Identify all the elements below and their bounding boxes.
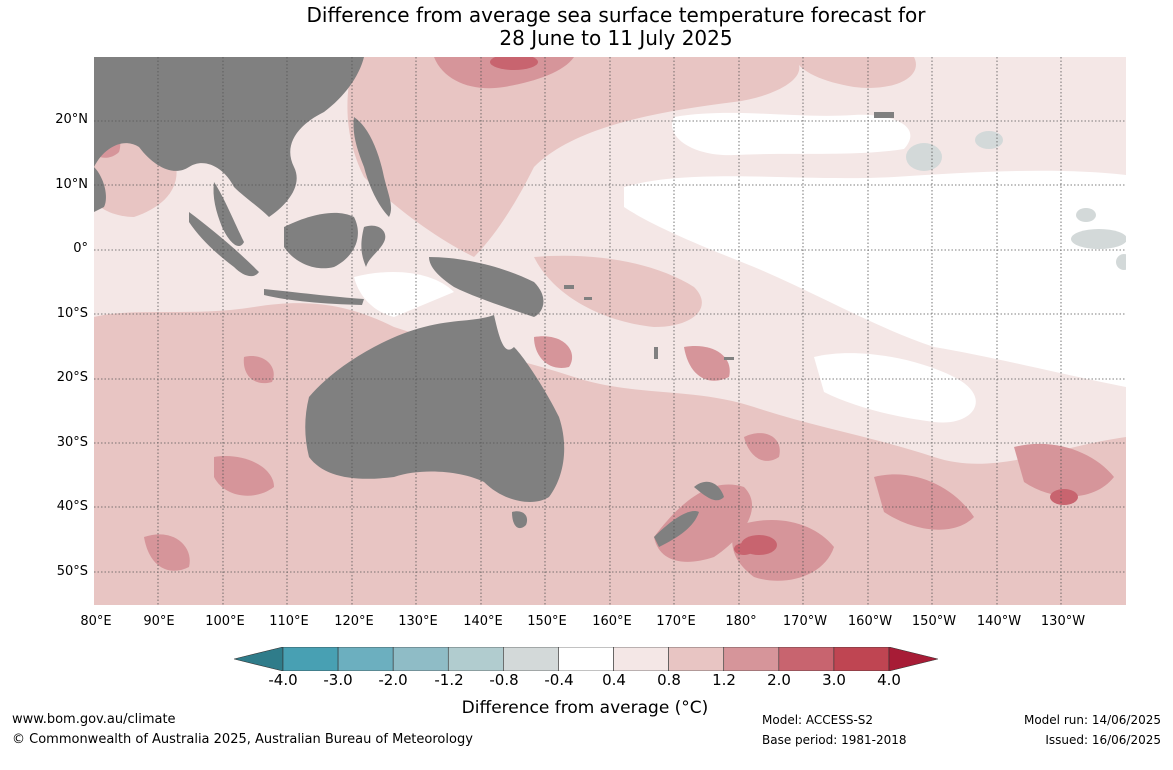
colorbar-tick: 4.0 xyxy=(877,671,901,689)
colorbar-cell xyxy=(558,647,614,671)
colorbar-tick: -3.0 xyxy=(323,671,353,689)
colorbar-tick: -1.2 xyxy=(434,671,464,689)
lat-label-50s: 50°S xyxy=(56,564,88,579)
colorbar-tick: -4.0 xyxy=(268,671,298,689)
anomaly-warm-1.2 xyxy=(94,57,1114,581)
lon-label-150e: 150°E xyxy=(527,614,567,629)
lon-label-120e: 120°E xyxy=(334,614,374,629)
colorbar-cell xyxy=(337,647,394,671)
lat-label-10n: 10°N xyxy=(55,177,88,192)
footer-model: Model: ACCESS-S2 xyxy=(762,713,874,727)
lon-label-170e: 170°E xyxy=(656,614,696,629)
colorbar-cell xyxy=(503,647,559,671)
lon-label-170w: 170°W xyxy=(782,614,828,629)
lon-label-150w: 150°W xyxy=(911,614,957,629)
colorbar-extend-high xyxy=(888,647,938,671)
lon-label-160w: 160°W xyxy=(847,614,893,629)
colorbar-cell xyxy=(282,647,339,671)
lon-label-90e: 90°E xyxy=(143,614,175,629)
colorbar-cell xyxy=(613,647,669,671)
land-masses xyxy=(94,57,894,547)
colorbar-tick: 0.4 xyxy=(602,671,626,689)
colorbar-tick: 0.8 xyxy=(657,671,681,689)
footer-model-run: Model run: 14/06/2025 xyxy=(1023,713,1161,727)
colorbar-tick: 2.0 xyxy=(767,671,791,689)
sst-anomaly-map xyxy=(94,57,1126,605)
lat-label-20n: 20°N xyxy=(55,112,88,127)
lat-label-10s: 10°S xyxy=(56,306,88,321)
colorbar-tick: 1.2 xyxy=(712,671,736,689)
title-line-2: 28 June to 11 July 2025 xyxy=(499,26,733,50)
colorbar xyxy=(234,647,938,671)
colorbar-cell xyxy=(392,647,449,671)
colorbar-cell xyxy=(668,647,725,671)
lon-label-130w: 130°W xyxy=(1040,614,1086,629)
lat-label-40s: 40°S xyxy=(56,499,88,514)
lat-label-0: 0° xyxy=(73,241,88,256)
footer-website: www.bom.gov.au/climate xyxy=(12,712,176,727)
footer-copyright: © Commonwealth of Australia 2025, Austra… xyxy=(12,732,473,747)
lat-label-20s: 20°S xyxy=(56,370,88,385)
lon-label-140w: 140°W xyxy=(976,614,1022,629)
colorbar-tick: -0.4 xyxy=(544,671,574,689)
lat-label-30s: 30°S xyxy=(56,435,88,450)
colorbar-tick: -2.0 xyxy=(378,671,408,689)
lon-label-110e: 110°E xyxy=(269,614,309,629)
colorbar-tick: 3.0 xyxy=(822,671,846,689)
colorbar-label: Difference from average (°C) xyxy=(461,698,709,718)
colorbar-cell xyxy=(723,647,780,671)
graticule xyxy=(94,57,1126,605)
colorbar-cell xyxy=(778,647,835,671)
colorbar-cells xyxy=(234,647,938,671)
footer-issued: Issued: 16/06/2025 xyxy=(1045,733,1161,747)
colorbar-tick: -0.8 xyxy=(489,671,519,689)
chart-title: Difference from average sea surface temp… xyxy=(0,4,1173,50)
lon-label-80e: 80°E xyxy=(80,614,112,629)
lon-label-160e: 160°E xyxy=(592,614,632,629)
lon-label-140e: 140°E xyxy=(463,614,503,629)
map-svg xyxy=(94,57,1126,605)
lon-label-130e: 130°E xyxy=(398,614,438,629)
colorbar-cell xyxy=(447,647,504,671)
title-line-1: Difference from average sea surface temp… xyxy=(306,3,926,27)
lon-label-100e: 100°E xyxy=(205,614,245,629)
lon-label-180: 180° xyxy=(725,614,757,629)
colorbar-extend-low xyxy=(234,647,284,671)
colorbar-cell xyxy=(833,647,890,671)
footer-base-period: Base period: 1981-2018 xyxy=(762,733,907,747)
